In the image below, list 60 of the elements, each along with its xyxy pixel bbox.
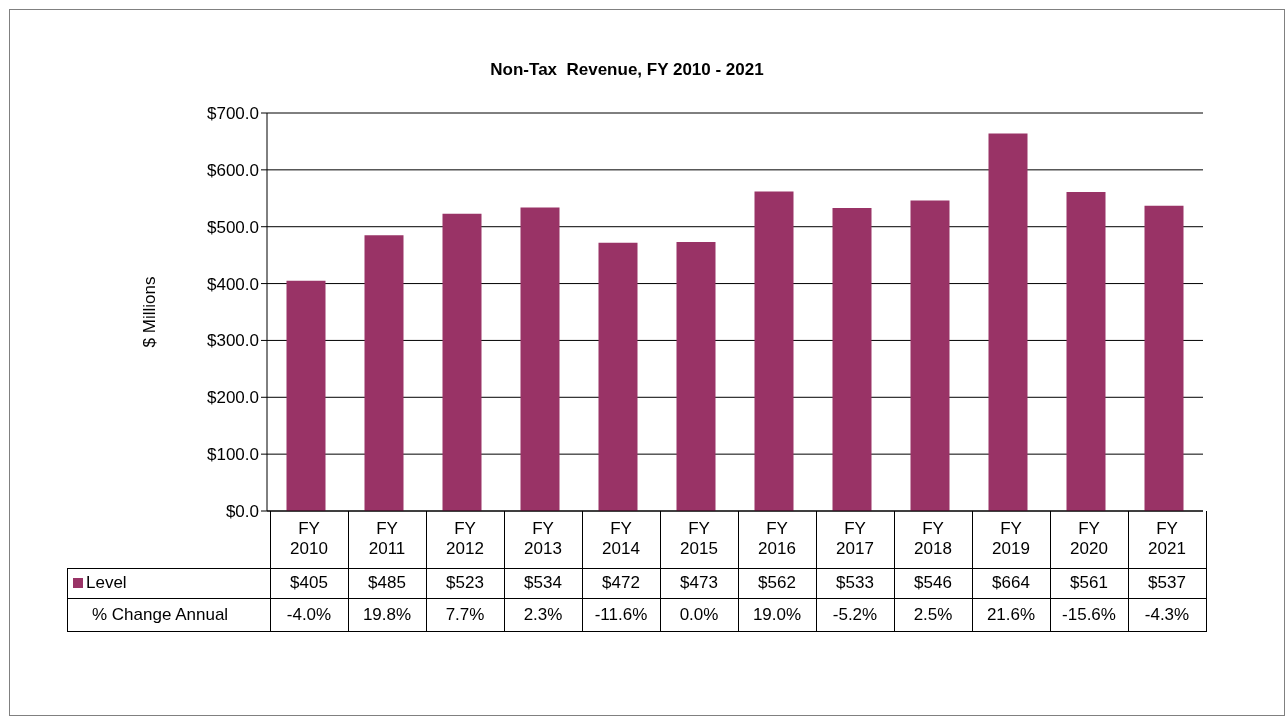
bar [520, 207, 560, 511]
legend-label: Level [67, 568, 270, 598]
data-label: $546 [894, 568, 972, 598]
text: 2.5% [894, 598, 972, 631]
bar [286, 280, 326, 511]
bar [832, 207, 872, 511]
text: -4.0% [270, 598, 348, 631]
x-tick-label: FY 2017 [835, 519, 875, 560]
data-label: $405 [270, 568, 348, 598]
y-tick-label: $500.0 [207, 217, 259, 237]
bar [910, 200, 950, 511]
x-tick-label: FY 2019 [991, 519, 1031, 560]
x-tick-label: FY 2016 [757, 519, 797, 560]
y-tick-label: $0.0 [225, 502, 259, 522]
bar [364, 235, 404, 511]
data-label: $561 [1050, 568, 1128, 598]
x-tick-label: FY 2010 [289, 519, 329, 560]
x-tick-label: FY 2015 [679, 519, 719, 560]
bar [754, 191, 794, 511]
y-tick-label: $700.0 [207, 104, 259, 124]
data-label: $533 [816, 568, 894, 598]
y-tick-label: $100.0 [207, 445, 259, 465]
text: -15.6% [1050, 598, 1128, 631]
chart-title: Non-Tax Revenue, FY 2010 - 2021 [490, 60, 764, 79]
bar [676, 242, 716, 511]
data-label: $485 [348, 568, 426, 598]
x-tick-label: FY 2011 [367, 519, 407, 560]
text: -4.3% [1128, 598, 1206, 631]
text: 21.6% [972, 598, 1050, 631]
x-tick-label: FY 2013 [523, 519, 563, 560]
text: 2.3% [504, 598, 582, 631]
data-label: $664 [972, 568, 1050, 598]
data-label: $562 [738, 568, 816, 598]
y-tick-label: $200.0 [207, 388, 259, 408]
text: 19.8% [348, 598, 426, 631]
y-axis-title: $ Millions [140, 276, 160, 348]
bar [988, 133, 1028, 511]
text: -11.6% [582, 598, 660, 631]
data-label: $523 [426, 568, 504, 598]
bar [598, 242, 638, 511]
bar [442, 213, 482, 511]
text: 0.0% [660, 598, 738, 631]
x-tick-label: FY 2020 [1069, 519, 1109, 560]
bar [1144, 205, 1184, 511]
data-label: $473 [660, 568, 738, 598]
y-tick-label: $300.0 [207, 331, 259, 351]
text: % Change Annual [67, 598, 270, 631]
x-tick-label: FY 2021 [1147, 519, 1187, 560]
text: 7.7% [426, 598, 504, 631]
text: 19.0% [738, 598, 816, 631]
y-tick-label: $400.0 [207, 274, 259, 294]
data-label: $472 [582, 568, 660, 598]
data-label: $534 [504, 568, 582, 598]
x-tick-label: FY 2014 [601, 519, 641, 560]
x-tick-label: FY 2012 [445, 519, 485, 560]
bar [1066, 192, 1106, 511]
x-tick-label: FY 2018 [913, 519, 953, 560]
data-label: $537 [1128, 568, 1206, 598]
text: -5.2% [816, 598, 894, 631]
y-tick-label: $600.0 [207, 160, 259, 180]
